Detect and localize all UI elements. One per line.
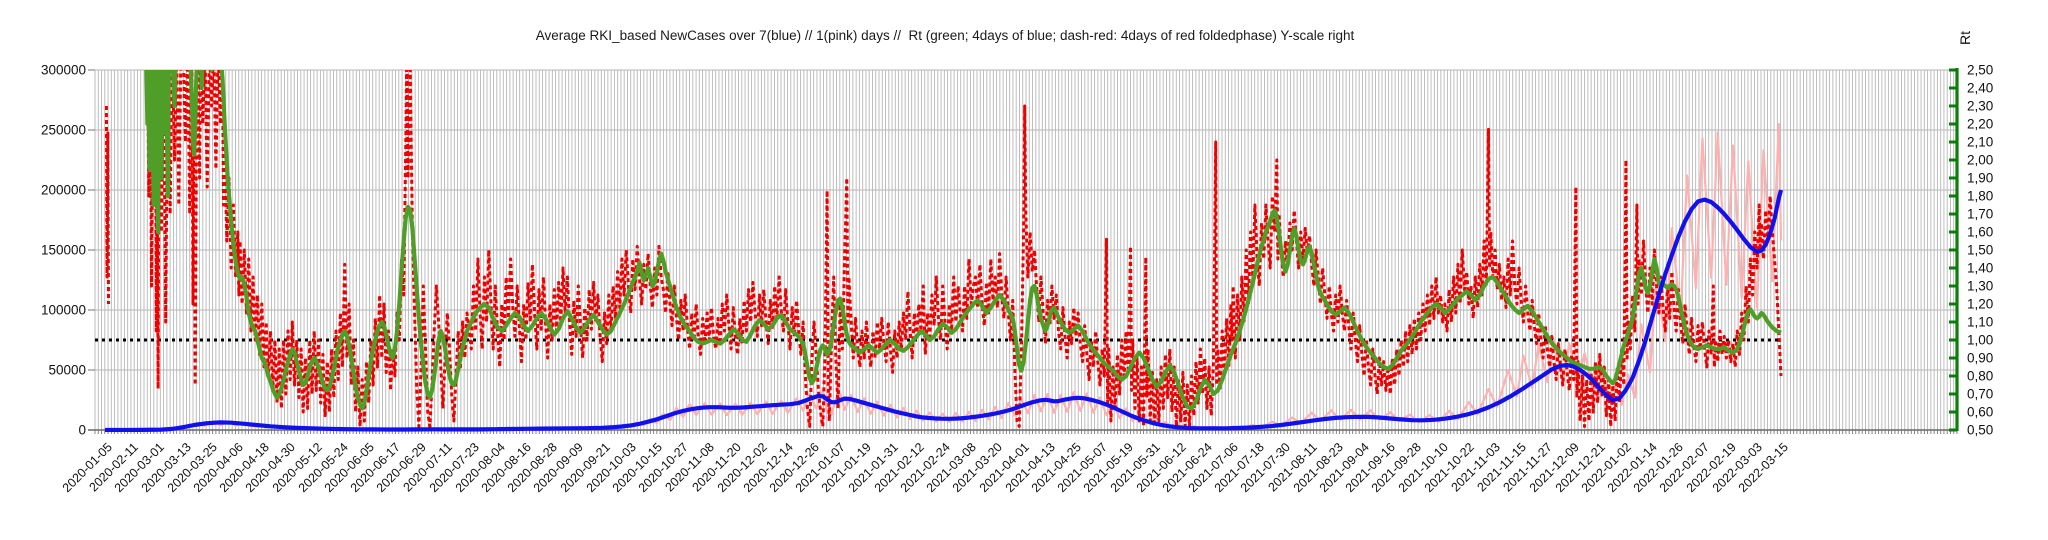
right-axis-tick-label: 0,50	[1967, 422, 1994, 438]
right-axis-tick-label: 1,70	[1967, 206, 1994, 222]
right-axis-tick-label: 1,40	[1967, 260, 1994, 276]
left-axis-tick-label: 200000	[40, 182, 86, 198]
right-axis-tick-label: 1,80	[1967, 188, 1994, 204]
right-axis-tick-label: 1,30	[1967, 278, 1994, 294]
right-axis-tick-label: 1,60	[1967, 224, 1994, 240]
right-axis-tick-label: 2,50	[1967, 62, 1994, 78]
right-axis-tick-label: 2,40	[1967, 80, 1994, 96]
right-axis-tick-label: 1,50	[1967, 242, 1994, 258]
right-axis-tick-label: 2,20	[1967, 116, 1994, 132]
right-axis-tick-label: 0,60	[1967, 404, 1994, 420]
left-axis-tick-label: 150000	[40, 242, 86, 258]
left-axis-tick-label: 0	[78, 422, 86, 438]
right-axis-tick-label: 1,90	[1967, 170, 1994, 186]
series-line-blue-7day	[104, 189, 1784, 432]
right-axis-tick-label: 2,00	[1967, 152, 1994, 168]
left-axis-tick-label: 250000	[40, 122, 86, 138]
left-axis-tick-label: 100000	[40, 302, 86, 318]
series-line-green-rt	[144, 70, 1782, 411]
left-axis-tick-label: 50000	[48, 362, 86, 378]
right-axis-tick-label: 0,80	[1967, 368, 1994, 384]
series-line-red-folded-rt	[104, 70, 1783, 428]
right-axis-tick-label: 1,20	[1967, 296, 1994, 312]
right-axis-tick-label: 2,10	[1967, 134, 1994, 150]
chart-title: Average RKI_based NewCases over 7(blue) …	[535, 28, 1355, 43]
right-axis-tick-label: 2,30	[1967, 98, 1994, 114]
right-axis-tick-label: 1,00	[1967, 332, 1994, 348]
right-axis-tick-label: 1,10	[1967, 314, 1994, 330]
right-axis-tick-label: 0,70	[1967, 386, 1994, 402]
left-axis-tick-label: 300000	[40, 62, 86, 78]
right-axis-tick-label: 0,90	[1967, 350, 1994, 366]
